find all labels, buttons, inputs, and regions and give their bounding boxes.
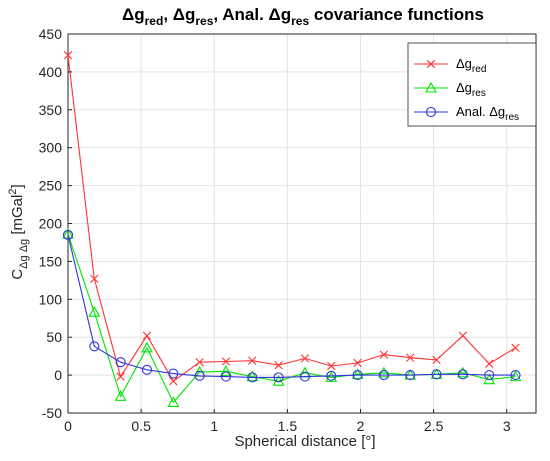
data-point	[274, 361, 283, 370]
data-point	[377, 366, 390, 378]
data-point	[353, 358, 362, 368]
data-point	[141, 364, 153, 375]
data-point	[352, 370, 363, 381]
data-point	[325, 371, 338, 382]
y-tick-label: 150	[39, 253, 63, 269]
y-tick-label: 450	[39, 26, 63, 42]
data-point	[63, 51, 73, 60]
data-point	[246, 370, 259, 382]
series-layer	[62, 51, 522, 407]
data-point	[406, 353, 415, 362]
x-tick-label: 2.5	[424, 418, 444, 434]
data-point	[141, 341, 153, 353]
x-tick-label: 1	[210, 418, 218, 434]
data-point	[195, 358, 204, 367]
data-point	[326, 370, 337, 381]
legend: Δgred Δgres Anal. Δgres	[407, 42, 537, 127]
x-tick-label: 3	[503, 418, 511, 434]
y-tick-label: 300	[39, 140, 63, 156]
data-point	[116, 372, 125, 381]
y-tick-label: 50	[46, 329, 62, 345]
data-point	[299, 371, 310, 382]
data-point	[458, 331, 468, 340]
x-tick-label: 0.5	[131, 418, 151, 434]
data-point	[247, 372, 258, 383]
x-axis-label: Spherical distance [°]	[234, 433, 375, 450]
data-point	[168, 368, 179, 379]
data-point	[194, 370, 205, 381]
series-line	[67, 55, 516, 383]
legend-label: Δgres	[456, 80, 486, 99]
legend-marker	[425, 106, 437, 118]
legend-label: Δgred	[456, 56, 486, 75]
x-tick-label: 2	[357, 418, 365, 434]
y-axis-ticks: -50 0 50 100 150 200 250 300 350 400 450	[39, 26, 72, 421]
data-point	[272, 375, 285, 386]
data-point	[114, 390, 127, 401]
data-point	[89, 341, 100, 352]
y-tick-label: 100	[39, 291, 63, 307]
data-point	[378, 370, 389, 381]
y-tick-label: 250	[39, 178, 63, 194]
data-point	[169, 376, 178, 386]
data-point	[300, 354, 310, 363]
data-point	[379, 350, 389, 359]
legend-marker	[425, 81, 437, 93]
data-point	[62, 229, 74, 240]
y-tick-label: 200	[39, 216, 63, 232]
data-point	[220, 365, 232, 376]
data-point	[62, 227, 74, 239]
data-point	[221, 357, 231, 366]
x-axis-ticks: 0 0.5 1 1.5 2 2.5 3	[64, 409, 511, 434]
y-axis-label: CΔg Δg [mGal2]	[7, 184, 30, 279]
data-point	[431, 369, 442, 380]
data-point	[273, 372, 284, 383]
data-point	[220, 371, 231, 382]
data-point	[457, 369, 468, 380]
data-point	[511, 343, 520, 353]
chart-title: Δgred, Δgres, Anal. Δgres covariance fun…	[122, 5, 484, 28]
data-point	[167, 396, 180, 407]
data-point	[142, 331, 152, 340]
y-tick-label: 0	[54, 367, 62, 383]
data-point	[90, 274, 99, 284]
data-point	[509, 370, 522, 382]
data-point	[327, 361, 336, 371]
data-point	[351, 368, 364, 379]
x-tick-label: 1.5	[278, 418, 298, 434]
series-2	[62, 229, 521, 383]
y-tick-label: -50	[42, 405, 62, 421]
legend-entry-0: Δgred	[414, 56, 486, 75]
data-point	[248, 356, 257, 365]
y-tick-label: 350	[39, 102, 63, 118]
legend-entry-2: Anal. Δgres	[414, 104, 519, 123]
data-point	[510, 370, 521, 381]
data-point	[484, 370, 495, 381]
y-tick-label: 400	[39, 64, 63, 80]
data-point	[115, 357, 126, 368]
legend-entry-1: Δgres	[414, 80, 486, 99]
x-tick-label: 0	[64, 418, 72, 434]
data-point	[456, 366, 469, 378]
data-point	[88, 306, 101, 317]
legend-label: Anal. Δgres	[456, 104, 519, 123]
data-point	[432, 355, 441, 365]
legend-marker	[426, 59, 436, 69]
series-0	[63, 51, 520, 386]
data-point	[405, 370, 416, 381]
data-point	[485, 359, 494, 368]
